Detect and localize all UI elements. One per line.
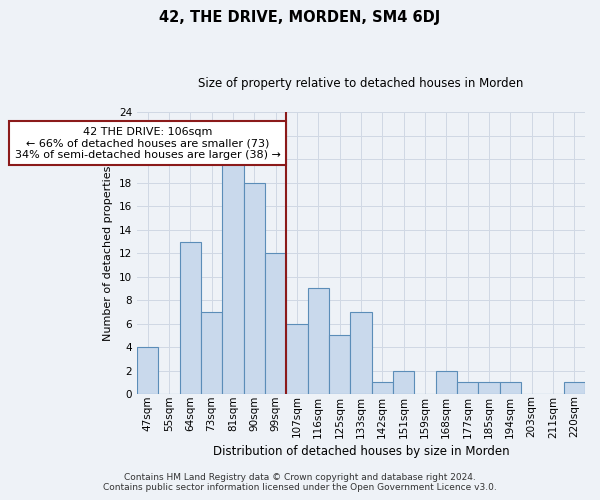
- Bar: [350, 312, 371, 394]
- Bar: [244, 183, 265, 394]
- Title: Size of property relative to detached houses in Morden: Size of property relative to detached ho…: [198, 78, 524, 90]
- Bar: [201, 312, 222, 394]
- Bar: [137, 347, 158, 394]
- Bar: [265, 254, 286, 394]
- Text: Contains public sector information licensed under the Open Government Licence v3: Contains public sector information licen…: [103, 484, 497, 492]
- Y-axis label: Number of detached properties: Number of detached properties: [103, 166, 113, 341]
- Bar: [371, 382, 393, 394]
- Text: 42 THE DRIVE: 106sqm
← 66% of detached houses are smaller (73)
34% of semi-detac: 42 THE DRIVE: 106sqm ← 66% of detached h…: [14, 126, 280, 160]
- Bar: [457, 382, 478, 394]
- Bar: [222, 160, 244, 394]
- Text: 42, THE DRIVE, MORDEN, SM4 6DJ: 42, THE DRIVE, MORDEN, SM4 6DJ: [160, 10, 440, 25]
- Bar: [563, 382, 585, 394]
- Text: Contains HM Land Registry data © Crown copyright and database right 2024.: Contains HM Land Registry data © Crown c…: [124, 474, 476, 482]
- Bar: [179, 242, 201, 394]
- Bar: [308, 288, 329, 394]
- X-axis label: Distribution of detached houses by size in Morden: Distribution of detached houses by size …: [212, 444, 509, 458]
- Bar: [286, 324, 308, 394]
- Bar: [393, 370, 414, 394]
- Bar: [436, 370, 457, 394]
- Bar: [329, 336, 350, 394]
- Bar: [478, 382, 500, 394]
- Bar: [500, 382, 521, 394]
